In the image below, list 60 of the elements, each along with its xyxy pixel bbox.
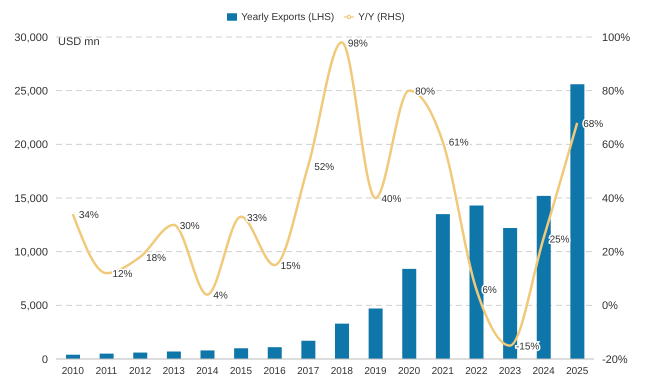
data-label: 40% xyxy=(381,194,402,205)
x-tick-label: 2018 xyxy=(330,366,354,378)
data-label: 4% xyxy=(213,290,228,302)
y2-tick-label: 60% xyxy=(602,139,624,152)
bar xyxy=(200,350,214,359)
data-label: 18% xyxy=(146,253,166,264)
x-tick-label: 2015 xyxy=(230,366,252,378)
bar xyxy=(570,84,584,359)
x-tick-label: 2024 xyxy=(532,366,556,378)
y2-tick-label: 0% xyxy=(602,300,618,312)
data-label: 30% xyxy=(180,220,200,232)
x-tick-label: 2016 xyxy=(263,366,286,378)
bar xyxy=(402,268,416,359)
x-tick-label: 2021 xyxy=(432,366,454,378)
data-label: 80% xyxy=(415,86,436,98)
y-tick-label: 25,000 xyxy=(14,86,48,98)
bar xyxy=(503,228,518,359)
x-tick-label: 2019 xyxy=(364,366,387,378)
x-tick-label: 2017 xyxy=(297,366,320,378)
x-tick-label: 2014 xyxy=(196,366,219,378)
y-tick-label: 30,000 xyxy=(14,32,48,44)
data-label: 12% xyxy=(112,269,133,280)
bar xyxy=(234,348,248,359)
data-label: 61% xyxy=(448,138,469,149)
legend-label: Yearly Exports (LHS) xyxy=(241,12,334,23)
bar xyxy=(166,351,181,359)
y-tick-label: 15,000 xyxy=(14,192,48,205)
y-tick-label: 0 xyxy=(42,354,48,366)
y2-tick-label: 20% xyxy=(602,246,624,259)
y-tick-label: 5,000 xyxy=(20,300,48,312)
data-label: 15% xyxy=(280,261,301,272)
y-axis-title: USD mn xyxy=(58,36,100,48)
bar xyxy=(66,354,80,359)
y-tick-label: 10,000 xyxy=(14,246,48,259)
bar xyxy=(470,206,484,359)
x-tick-label: 2013 xyxy=(162,366,186,378)
data-label: 33% xyxy=(246,212,268,224)
bar xyxy=(436,214,450,359)
x-tick-label: 2025 xyxy=(566,366,589,378)
bar xyxy=(368,308,383,359)
x-tick-label: 2020 xyxy=(398,366,421,378)
data-label: 98% xyxy=(348,38,368,50)
data-label: 52% xyxy=(314,162,334,173)
bar xyxy=(133,352,148,359)
bar xyxy=(100,354,114,359)
x-tick-label: 2010 xyxy=(62,366,84,378)
y2-tick-label: 100% xyxy=(602,32,630,44)
x-tick-label: 2011 xyxy=(96,366,118,378)
x-tick-label: 2022 xyxy=(465,366,488,378)
legend-label: Y/Y (RHS) xyxy=(358,12,405,23)
bar xyxy=(335,324,349,359)
y2-tick-label: 80% xyxy=(602,86,624,98)
y2-tick-label: -20% xyxy=(602,354,628,366)
x-tick-label: 2023 xyxy=(498,366,522,378)
bar xyxy=(301,340,316,359)
x-tick-label: 2012 xyxy=(128,366,152,378)
y2-tick-label: 40% xyxy=(602,192,624,205)
data-label: 34% xyxy=(78,210,99,222)
y-tick-label: 20,000 xyxy=(14,139,48,152)
bar xyxy=(268,347,282,359)
